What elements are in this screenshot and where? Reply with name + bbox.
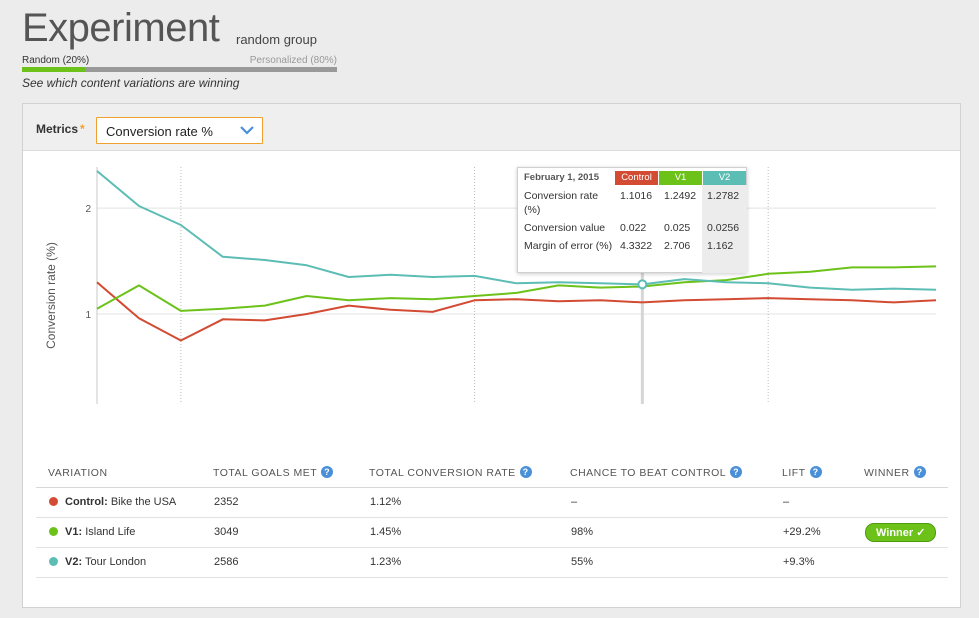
table-row[interactable]: V2: Tour London 2586 1.23% 55% +9.3% — [36, 547, 948, 578]
help-icon[interactable]: ? — [730, 466, 743, 479]
split-bar-fill — [22, 67, 85, 72]
winner-cell: Winner ✓ — [864, 517, 948, 548]
control-color-dot — [49, 497, 58, 506]
tooltip-value: 4.3322 — [620, 240, 653, 252]
chevron-down-icon — [240, 126, 254, 135]
tooltip-value: 1.2492 — [664, 190, 697, 202]
goals-cell: 3049 — [213, 517, 369, 548]
results-panel: Metrics* Conversion rate % 12Jan 21Jan 2… — [22, 103, 961, 608]
tooltip-date: February 1, 2015 — [524, 172, 599, 183]
chart-tooltip: February 1, 2015 Control V1 V2 Conversio… — [517, 167, 747, 273]
col-header-variation: VARIATION — [36, 459, 213, 488]
variations-table: VARIATION TOTAL GOALS MET? TOTAL CONVERS… — [36, 459, 948, 578]
split-label-personalized: Personalized (80%) — [249, 55, 337, 66]
tooltip-value: 1.162 — [707, 240, 734, 252]
lift-cell: +9.3% — [782, 547, 864, 578]
series-line-control — [96, 281, 937, 342]
winner-cell — [864, 547, 948, 578]
rate-cell: 1.12% — [369, 487, 570, 518]
help-icon[interactable]: ? — [321, 466, 334, 479]
variation-cell: V2: Tour London — [36, 547, 213, 578]
tooltip-value: 1.1016 — [620, 190, 653, 202]
chance-cell: 55% — [570, 547, 782, 578]
conversion-chart[interactable]: 12Jan 21Jan 28Feb 4Conversion rate (%) — [23, 104, 960, 404]
winner-badge: Winner ✓ — [865, 522, 937, 542]
hover-marker — [637, 279, 648, 290]
lift-cell: +29.2% — [782, 517, 864, 548]
tooltip-value: 2.706 — [664, 240, 691, 252]
help-icon[interactable]: ? — [809, 466, 822, 479]
experiment-subtitle: random group — [236, 32, 317, 47]
lift-cell: – — [782, 487, 864, 518]
y-tick-label: 2 — [85, 204, 91, 215]
goals-cell: 2352 — [213, 487, 369, 518]
table-row[interactable]: V1: Island Life 3049 1.45% 98% +29.2% Wi… — [36, 517, 948, 548]
v1-color-dot — [49, 527, 58, 536]
y-tick-label: 1 — [85, 310, 91, 321]
tooltip-row-label: Conversion value — [524, 222, 606, 234]
tooltip-value: 1.2782 — [707, 190, 740, 202]
col-header-goals: TOTAL GOALS MET? — [213, 459, 369, 488]
winner-cell — [864, 487, 948, 518]
series-line-v2 — [96, 170, 937, 291]
rate-cell: 1.45% — [369, 517, 570, 548]
required-mark: * — [80, 122, 85, 136]
variation-cell: Control: Bike the USA — [36, 487, 213, 518]
tooltip-col-control: Control — [615, 171, 658, 185]
split-bar — [22, 67, 337, 72]
v2-color-dot — [49, 557, 58, 566]
tooltip-col-v2: V2 — [703, 171, 746, 185]
tooltip-value: 0.0256 — [707, 222, 740, 234]
tooltip-row-label: Conversion rate (%) — [524, 190, 599, 216]
col-header-rate: TOTAL CONVERSION RATE? — [369, 459, 570, 488]
metric-select-value: Conversion rate % — [106, 124, 213, 139]
experiment-description: See which content variations are winning — [22, 76, 240, 90]
table-header-row: VARIATION TOTAL GOALS MET? TOTAL CONVERS… — [36, 459, 948, 488]
help-icon[interactable]: ? — [913, 466, 926, 479]
tooltip-value: 0.022 — [620, 222, 647, 234]
table-row[interactable]: Control: Bike the USA 2352 1.12% – – — [36, 487, 948, 518]
rate-cell: 1.23% — [369, 547, 570, 578]
help-icon[interactable]: ? — [519, 466, 532, 479]
goals-cell: 2586 — [213, 547, 369, 578]
split-label-random: Random (20%) — [22, 55, 90, 66]
col-header-lift: LIFT? — [782, 459, 864, 488]
series-line-v1 — [96, 265, 937, 312]
chance-cell: – — [570, 487, 782, 518]
page-title: Experiment — [22, 6, 220, 50]
col-header-chance: CHANCE TO BEAT CONTROL? — [570, 459, 782, 488]
tooltip-row-label: Margin of error (%) — [524, 240, 613, 252]
metric-select[interactable]: Conversion rate % — [96, 117, 263, 144]
metrics-toolbar: Metrics * Conversion rate % — [23, 104, 960, 151]
tooltip-value: 0.025 — [664, 222, 691, 234]
metrics-label: Metrics * — [36, 122, 85, 136]
y-axis-label: Conversion rate (%) — [44, 242, 58, 349]
col-header-winner: WINNER? — [864, 459, 948, 488]
chance-cell: 98% — [570, 517, 782, 548]
tooltip-col-v1: V1 — [659, 171, 702, 185]
variation-cell: V1: Island Life — [36, 517, 213, 548]
